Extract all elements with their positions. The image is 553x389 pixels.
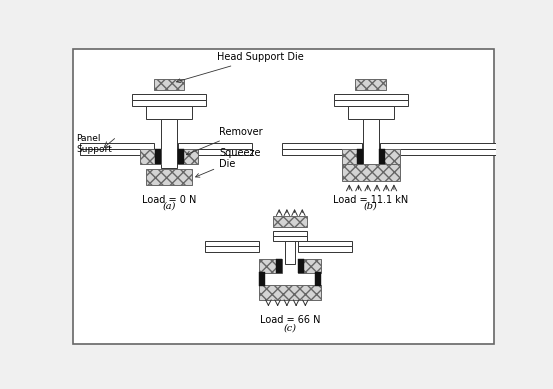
Text: Load = 66 N: Load = 66 N — [260, 315, 320, 326]
Bar — [298, 259, 321, 273]
Bar — [155, 149, 161, 164]
Bar — [259, 259, 282, 273]
Bar — [379, 149, 400, 164]
Bar — [273, 216, 307, 227]
Bar — [273, 231, 307, 236]
Bar — [357, 149, 363, 164]
Bar — [342, 149, 362, 164]
Bar — [363, 119, 378, 168]
Bar — [178, 143, 252, 149]
Bar — [205, 246, 259, 252]
Bar — [334, 100, 408, 106]
Bar — [285, 242, 295, 264]
Text: (c): (c) — [284, 323, 296, 332]
Bar — [178, 149, 199, 164]
Bar — [205, 241, 259, 246]
Bar — [146, 106, 192, 119]
Text: Panel
Support: Panel Support — [76, 134, 112, 154]
Text: Squeeze
Die: Squeeze Die — [196, 147, 260, 177]
Bar — [298, 241, 352, 246]
Bar — [132, 100, 206, 106]
Bar — [178, 149, 184, 164]
Bar — [259, 272, 265, 286]
Bar — [282, 149, 362, 155]
Text: Remover: Remover — [186, 127, 263, 155]
Bar — [356, 79, 386, 90]
Bar — [80, 149, 154, 155]
Bar — [273, 236, 307, 242]
Bar — [140, 149, 160, 164]
Bar — [276, 259, 282, 273]
Bar — [161, 119, 177, 168]
Bar — [334, 94, 408, 100]
Bar — [259, 285, 321, 300]
Text: (a): (a) — [163, 202, 176, 210]
Text: (b): (b) — [364, 202, 378, 210]
Text: Head Support Die: Head Support Die — [176, 53, 304, 82]
Bar — [298, 246, 352, 252]
Text: Load = 11.1 kN: Load = 11.1 kN — [333, 194, 409, 205]
Bar — [154, 79, 185, 90]
Bar — [282, 143, 362, 149]
Bar — [380, 149, 553, 155]
Bar — [80, 143, 154, 149]
Bar — [379, 149, 385, 164]
Text: Load = 0 N: Load = 0 N — [142, 194, 196, 205]
Bar — [380, 143, 553, 149]
Bar — [146, 169, 192, 184]
Bar — [178, 149, 252, 155]
Bar — [132, 94, 206, 100]
Bar — [342, 164, 400, 180]
Bar — [348, 106, 394, 119]
Bar — [298, 259, 304, 273]
Bar — [315, 272, 321, 286]
